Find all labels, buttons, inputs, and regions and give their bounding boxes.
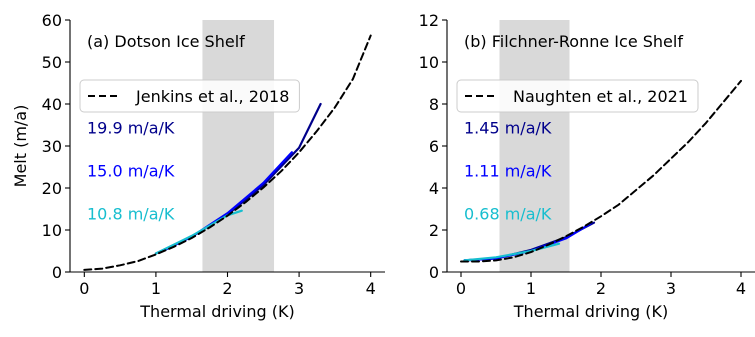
rate-label: 1.45 m/a/K bbox=[464, 119, 552, 138]
reference-curve bbox=[83, 34, 372, 271]
x-tick-label: 0 bbox=[79, 279, 89, 298]
x-tick-label: 4 bbox=[736, 279, 746, 298]
series-line bbox=[463, 242, 561, 262]
rate-label: 1.11 m/a/K bbox=[464, 161, 552, 180]
legend-box bbox=[79, 79, 300, 113]
legend-entry: Naughten et al., 2021 bbox=[513, 87, 688, 106]
panel-title: (a) Dotson Ice Shelf bbox=[87, 32, 245, 51]
panel-title: (b) Filchner-Ronne Ice Shelf bbox=[464, 32, 683, 51]
x-tick-label: 2 bbox=[222, 279, 232, 298]
y-tick-label: 10 bbox=[42, 221, 62, 240]
x-tick-label: 0 bbox=[456, 279, 466, 298]
rate-label: 0.68 m/a/K bbox=[464, 204, 552, 223]
y-tick-label: 0 bbox=[52, 263, 62, 282]
x-tick-label: 1 bbox=[151, 279, 161, 298]
shaded-band bbox=[202, 20, 275, 272]
rate-label: 15.0 m/a/K bbox=[87, 161, 175, 180]
y-tick-label: 50 bbox=[42, 53, 62, 72]
legend-entry: Jenkins et al., 2018 bbox=[135, 87, 289, 106]
x-tick-label: 3 bbox=[666, 279, 676, 298]
y-tick-label: 12 bbox=[419, 11, 439, 30]
y-tick-label: 6 bbox=[429, 137, 439, 156]
x-tick-label: 4 bbox=[366, 279, 376, 298]
y-tick-label: 0 bbox=[429, 263, 439, 282]
y-axis-label: Melt (m/a) bbox=[11, 105, 30, 188]
x-tick-label: 3 bbox=[294, 279, 304, 298]
y-tick-label: 30 bbox=[42, 137, 62, 156]
legend-box bbox=[456, 79, 699, 113]
x-axis-label: Thermal driving (K) bbox=[139, 302, 294, 321]
y-tick-label: 8 bbox=[429, 95, 439, 114]
reference-curve bbox=[460, 79, 742, 263]
y-tick-label: 2 bbox=[429, 221, 439, 240]
y-tick-label: 4 bbox=[429, 179, 439, 198]
shaded-band bbox=[499, 20, 570, 272]
y-tick-label: 10 bbox=[419, 53, 439, 72]
x-axis-label: Thermal driving (K) bbox=[513, 302, 668, 321]
y-tick-label: 60 bbox=[42, 11, 62, 30]
rate-label: 10.8 m/a/K bbox=[87, 204, 175, 223]
y-tick-label: 40 bbox=[42, 95, 62, 114]
x-tick-label: 1 bbox=[526, 279, 536, 298]
y-tick-label: 20 bbox=[42, 179, 62, 198]
rate-label: 19.9 m/a/K bbox=[87, 119, 175, 138]
series-line bbox=[154, 209, 243, 255]
x-tick-label: 2 bbox=[596, 279, 606, 298]
